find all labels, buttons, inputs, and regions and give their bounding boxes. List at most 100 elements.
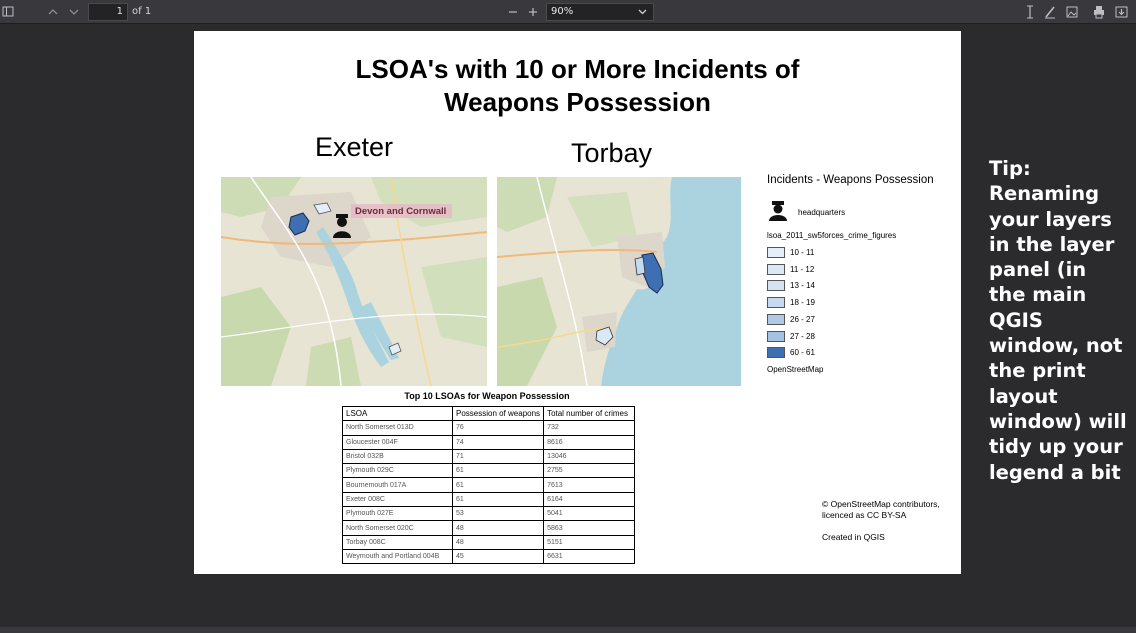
legend-class-item: 11 - 12	[767, 263, 887, 276]
table-cell: Gloucester 004F	[342, 434, 453, 450]
draw-icon[interactable]	[1044, 0, 1056, 32]
page-down-icon[interactable]	[68, 0, 80, 32]
print-icon[interactable]	[1093, 0, 1105, 32]
bottom-bar	[0, 627, 1136, 633]
pdf-toolbar: 1 of 1 90%	[0, 0, 1136, 24]
map-label-exeter: Exeter	[315, 132, 394, 162]
legend-hq-label: headquarters	[798, 208, 846, 217]
table-cell: 8616	[543, 434, 636, 450]
table-cell: 6164	[543, 491, 636, 508]
map-credits: © OpenStreetMap contributors, licenced a…	[822, 499, 940, 521]
legend-layer-name: lsoa_2011_sw5forces_crime_figures	[767, 231, 897, 240]
table-cell: Weymouth and Portland 004B	[342, 548, 453, 565]
table-cell: North Somerset 020C	[342, 520, 453, 536]
page-up-icon[interactable]	[47, 0, 59, 32]
zoom-value: 90%	[551, 6, 574, 17]
created-in-label: Created in QGIS	[822, 532, 885, 542]
table-row: Gloucester 004F 74 8616	[342, 434, 636, 450]
table-row: Plymouth 027E 53 5041	[342, 506, 636, 522]
table-cell: 71	[451, 448, 545, 465]
map-annotation-devon-cornwall: Devon and Cornwall	[355, 206, 446, 217]
zoom-select[interactable]: 90%	[546, 3, 654, 21]
credits-line2: licenced as CC BY-SA	[822, 510, 907, 520]
table-cell: Plymouth 029C	[342, 463, 453, 479]
legend-class-item: 10 - 11	[767, 247, 887, 259]
legend-swatch	[767, 263, 785, 275]
legend-class-label: 10 - 11	[790, 248, 815, 257]
legend-swatch	[767, 247, 785, 258]
table-cell: Bournemouth 017A	[342, 477, 453, 493]
zoom-in-icon[interactable]	[527, 0, 539, 32]
legend-class-label: 18 - 19	[790, 298, 815, 308]
sidebar-toggle-icon[interactable]	[2, 0, 14, 32]
legend-class-item: 27 - 28	[767, 330, 887, 343]
text-tool-icon[interactable]	[1024, 0, 1036, 32]
table-cell: 48	[451, 534, 545, 550]
legend-basemap: OpenStreetMap	[767, 365, 824, 374]
chevron-down-icon	[638, 4, 647, 26]
tip-note: Tip: Renaming your layers in the layer p…	[989, 156, 1129, 485]
legend-swatch	[767, 313, 785, 325]
table-cell: 5151	[543, 534, 636, 550]
table-cell: 76	[451, 420, 545, 436]
legend-class-label: 60 - 61	[790, 348, 815, 358]
legend-swatch	[767, 280, 785, 292]
page-title-line2: Weapons Possession	[444, 87, 711, 117]
legend-item-headquarters: headquarters	[767, 200, 957, 224]
top-lsoa-table: LSOA Possession of weapons Total number …	[342, 405, 636, 565]
pdf-page: LSOA's with 10 or More Incidents of Weap…	[194, 31, 961, 574]
legend-swatch	[767, 347, 785, 359]
table-cell: 2755	[543, 463, 636, 479]
legend-title: Incidents - Weapons Possession	[767, 174, 934, 186]
table-header: LSOA	[342, 405, 453, 422]
table-cell: 732	[543, 420, 636, 436]
legend-class-label: 13 - 14	[790, 281, 815, 291]
table-cell: Torbay 008C	[342, 534, 453, 550]
table-row: Bournemouth 017A 61 7613	[342, 477, 636, 493]
legend-class-item: 13 - 14	[767, 280, 887, 292]
table-row: Torbay 008C 48 5151	[342, 534, 636, 550]
page-number-input[interactable]: 1	[88, 3, 128, 21]
table-cell: 45	[451, 548, 545, 565]
map-exeter: Devon and Cornwall	[221, 177, 487, 386]
table-cell: Exeter 008C	[342, 491, 453, 508]
table-row: Exeter 008C 61 6164	[342, 491, 636, 508]
table-row: Plymouth 029C 61 2755	[342, 463, 636, 479]
tip-heading: Tip:	[989, 157, 1031, 180]
table-row: North Somerset 013D 76 732	[342, 420, 636, 436]
table-cell: Bristol 032B	[342, 448, 453, 465]
map-torbay	[497, 177, 741, 386]
table-header: Total number of crimes	[543, 405, 636, 422]
legend-class-label: 27 - 28	[790, 331, 815, 341]
legend-class-item: 60 - 61	[767, 347, 887, 359]
map-legend: Incidents - Weapons Possession headquart…	[767, 174, 957, 374]
tip-body: Renaming your layers in the layer panel …	[989, 182, 1127, 484]
table-cell: 13046	[543, 448, 636, 465]
table-cell: Plymouth 027E	[342, 506, 453, 522]
table-row: Weymouth and Portland 004B 45 6631	[342, 548, 636, 565]
table-cell: 7613	[543, 477, 636, 493]
table-cell: 61	[451, 491, 545, 508]
image-icon[interactable]	[1066, 0, 1078, 32]
table-cell: 53	[451, 506, 545, 522]
police-headquarters-icon	[333, 214, 351, 238]
page-title-line1: LSOA's with 10 or More Incidents of	[355, 54, 800, 84]
table-cell: 5863	[543, 520, 636, 536]
table-cell: 61	[451, 463, 545, 479]
legend-swatch	[767, 330, 785, 342]
credits-line1: © OpenStreetMap contributors,	[822, 499, 940, 509]
save-icon[interactable]	[1115, 0, 1129, 32]
table-row: Bristol 032B 71 13046	[342, 448, 636, 465]
table-cell: 61	[451, 477, 545, 493]
page-title: LSOA's with 10 or More Incidents of Weap…	[194, 53, 961, 119]
table-header: Possession of weapons	[451, 405, 545, 422]
table-cell: 48	[451, 520, 545, 536]
table-title: Top 10 LSOAs for Weapon Possession	[404, 391, 570, 401]
legend-class-label: 11 - 12	[790, 264, 815, 274]
legend-class-item: 26 - 27	[767, 313, 887, 326]
page-count: of 1	[132, 6, 152, 17]
police-headquarters-icon	[769, 201, 787, 221]
table-cell: 6631	[543, 548, 636, 565]
legend-class-item: 18 - 19	[767, 297, 887, 309]
zoom-out-icon[interactable]	[507, 0, 519, 32]
